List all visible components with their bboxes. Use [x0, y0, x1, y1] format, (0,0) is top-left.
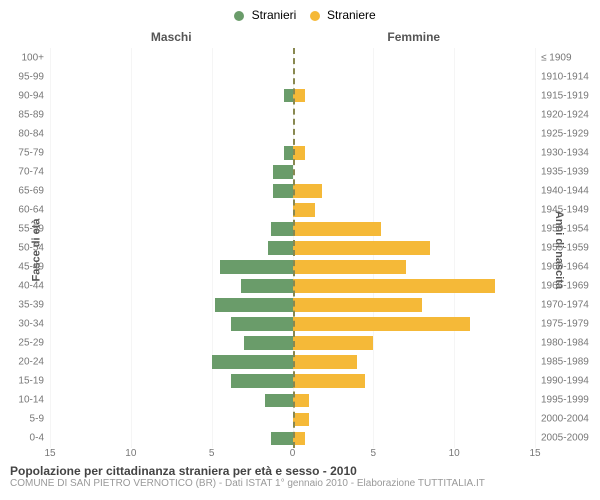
birth-year-label: 1955-1959 [535, 242, 589, 253]
panel-title-female: Femmine [293, 30, 536, 44]
plot-area: 100+≤ 190995-991910-191490-941915-191985… [50, 48, 535, 448]
x-tick: 15 [44, 448, 55, 459]
bar-female [293, 355, 358, 369]
population-pyramid-chart: Stranieri Straniere Maschi Femmine Fasce… [0, 0, 600, 500]
birth-year-label: ≤ 1909 [535, 52, 572, 63]
birth-year-label: 1960-1964 [535, 262, 589, 273]
x-tick: 0 [290, 448, 296, 459]
age-label: 10-14 [18, 395, 50, 406]
bar-male [220, 260, 293, 274]
bar-male [273, 165, 292, 179]
age-label: 70-74 [18, 166, 50, 177]
age-label: 60-64 [18, 204, 50, 215]
age-label: 65-69 [18, 185, 50, 196]
x-axis: 15105051015 [50, 448, 535, 462]
bar-male [244, 336, 293, 350]
birth-year-label: 1965-1969 [535, 281, 589, 292]
bar-male [271, 432, 292, 446]
birth-year-label: 1935-1939 [535, 166, 589, 177]
birth-year-label: 1915-1919 [535, 90, 589, 101]
age-label: 55-59 [18, 223, 50, 234]
birth-year-label: 1990-1994 [535, 376, 589, 387]
x-tick: 10 [125, 448, 136, 459]
birth-year-label: 1985-1989 [535, 357, 589, 368]
age-label: 40-44 [18, 281, 50, 292]
birth-year-label: 1970-1974 [535, 300, 589, 311]
legend-swatch-m [234, 11, 244, 21]
bar-male [268, 241, 292, 255]
birth-year-label: 1945-1949 [535, 204, 589, 215]
x-tick: 10 [449, 448, 460, 459]
chart-title: Popolazione per cittadinanza straniera p… [10, 464, 590, 478]
birth-year-label: 2000-2004 [535, 414, 589, 425]
age-label: 5-9 [30, 414, 50, 425]
birth-year-label: 1925-1929 [535, 128, 589, 139]
bar-male [284, 89, 292, 103]
panel-title-male: Maschi [50, 30, 293, 44]
bar-female [293, 394, 309, 408]
bar-female [293, 317, 471, 331]
birth-year-label: 1980-1984 [535, 338, 589, 349]
center-line [293, 48, 295, 448]
bar-male [265, 394, 292, 408]
age-label: 100+ [21, 52, 50, 63]
age-label: 15-19 [18, 376, 50, 387]
bar-male [231, 374, 292, 388]
bar-female [293, 184, 322, 198]
age-label: 25-29 [18, 338, 50, 349]
bar-male [231, 317, 292, 331]
bar-male [241, 279, 293, 293]
bar-female [293, 279, 495, 293]
age-label: 85-89 [18, 109, 50, 120]
legend: Stranieri Straniere [0, 0, 600, 22]
bar-male [273, 184, 292, 198]
bar-female [293, 374, 366, 388]
bar-female [293, 260, 406, 274]
bar-male [212, 355, 293, 369]
birth-year-label: 1910-1914 [535, 71, 589, 82]
age-label: 30-34 [18, 319, 50, 330]
age-label: 50-54 [18, 242, 50, 253]
birth-year-label: 1920-1924 [535, 109, 589, 120]
legend-swatch-f [310, 11, 320, 21]
age-label: 45-49 [18, 262, 50, 273]
birth-year-label: 1950-1954 [535, 223, 589, 234]
panel-titles: Maschi Femmine [50, 30, 535, 44]
chart-footer: Popolazione per cittadinanza straniera p… [10, 464, 590, 489]
age-label: 0-4 [30, 433, 50, 444]
age-label: 90-94 [18, 90, 50, 101]
birth-year-label: 1930-1934 [535, 147, 589, 158]
age-label: 35-39 [18, 300, 50, 311]
chart-subtitle: COMUNE DI SAN PIETRO VERNOTICO (BR) - Da… [10, 478, 590, 489]
x-tick: 15 [529, 448, 540, 459]
bar-female [293, 241, 430, 255]
birth-year-label: 1940-1944 [535, 185, 589, 196]
legend-label-f: Straniere [327, 8, 376, 22]
x-tick: 5 [371, 448, 377, 459]
bar-female [293, 222, 382, 236]
age-label: 95-99 [18, 71, 50, 82]
bar-male [284, 146, 292, 160]
bar-male [215, 298, 293, 312]
bar-female [293, 413, 309, 427]
age-label: 75-79 [18, 147, 50, 158]
legend-label-m: Stranieri [252, 8, 297, 22]
birth-year-label: 2005-2009 [535, 433, 589, 444]
birth-year-label: 1995-1999 [535, 395, 589, 406]
bar-male [271, 222, 292, 236]
bar-female [293, 203, 316, 217]
bar-female [293, 336, 374, 350]
age-label: 20-24 [18, 357, 50, 368]
bar-female [293, 298, 422, 312]
age-label: 80-84 [18, 128, 50, 139]
birth-year-label: 1975-1979 [535, 319, 589, 330]
x-tick: 5 [209, 448, 215, 459]
